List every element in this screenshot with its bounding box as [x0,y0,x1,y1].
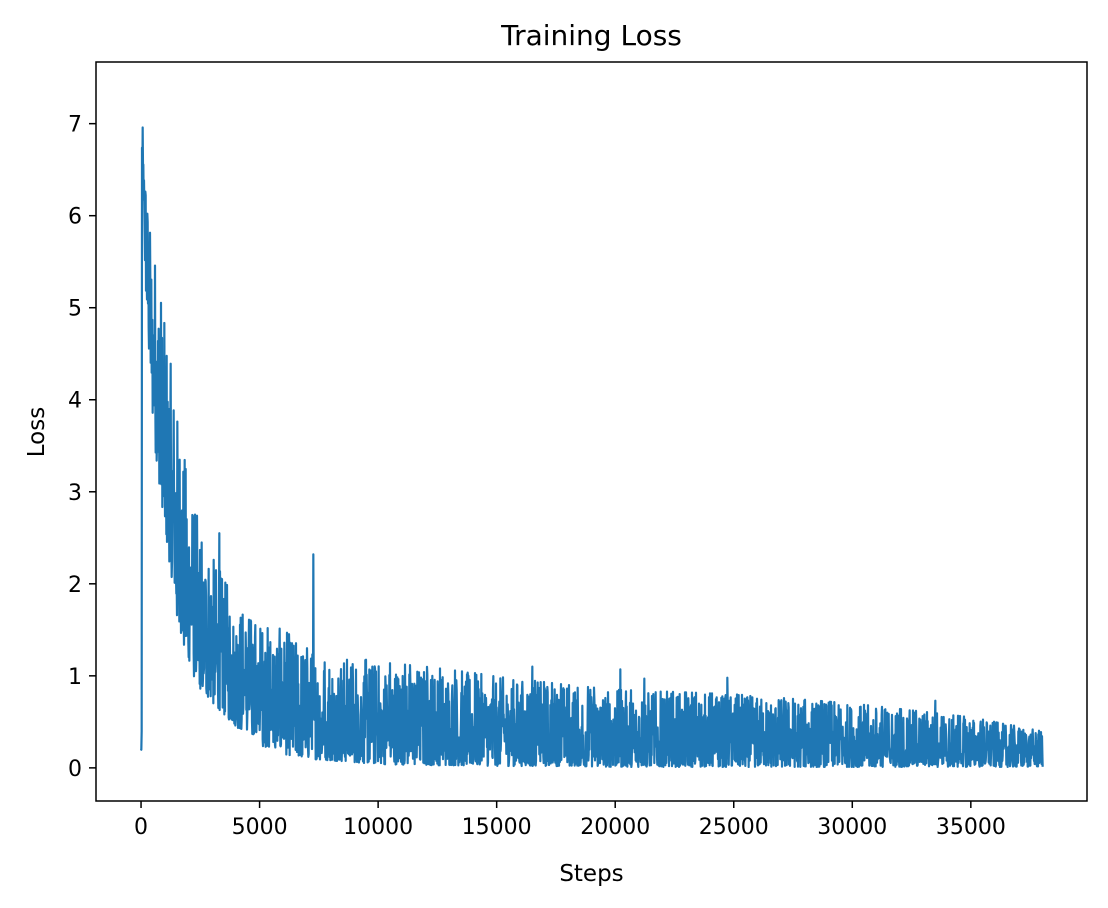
y-tick-label: 0 [68,757,82,782]
plot-frame [95,61,1088,802]
x-tick-label: 10000 [343,815,413,840]
x-tick-label: 15000 [462,815,532,840]
y-tick-label: 3 [68,481,82,506]
y-tick-label: 1 [68,665,82,690]
x-axis-label: Steps [559,861,623,887]
y-axis-label: Loss [24,407,50,457]
y-tick-label: 5 [68,297,82,322]
y-axis-ticks: 0 1 2 3 4 5 6 7 [68,113,96,782]
loss-series-line [139,126,1044,769]
y-tick-label: 2 [68,573,82,598]
y-tick-label: 7 [68,113,82,138]
plot-area [95,61,1088,802]
x-tick-label: 5000 [232,815,288,840]
chart-title: Training Loss [500,19,682,52]
x-tick-label: 0 [134,815,148,840]
y-tick-label: 4 [68,389,82,414]
x-tick-label: 30000 [817,815,887,840]
x-tick-label: 25000 [699,815,769,840]
y-tick-label: 6 [68,205,82,230]
x-tick-label: 20000 [580,815,650,840]
x-tick-label: 35000 [936,815,1006,840]
x-axis-ticks: 0 5000 10000 15000 20000 25000 30000 35000 [134,801,1006,840]
